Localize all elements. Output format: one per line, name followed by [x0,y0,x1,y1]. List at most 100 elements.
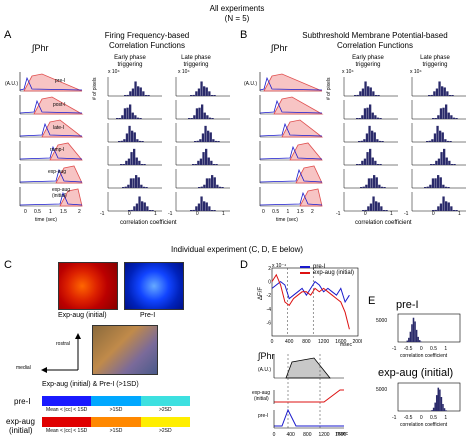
hist-bar [210,95,214,96]
hist-bar [370,178,373,188]
unit-trace [19,168,83,183]
hist-bar [118,141,121,142]
hist-bar [199,139,202,142]
hist-bar [210,210,214,211]
hist-bar [428,140,431,142]
legend-label: Mean < |cc| < 1SD [46,407,88,413]
hist-bar [376,117,380,119]
x-tick-label: 800 [302,339,311,344]
y-tick-label: 0 [268,280,271,286]
plot-frame [397,382,461,412]
hist-bar [213,95,216,96]
panel-b-corr-ticks-early: -1 0 1 [336,212,393,217]
hist-bar [445,157,448,165]
hist-bar [383,187,386,188]
hist-bar [432,407,435,411]
hist-bar [212,164,216,165]
panel-e-xticks-1: -1 -0.5 0 0.5 1 [392,347,447,352]
legend-label: >1SD [109,428,123,434]
hist-bar [379,118,382,119]
hist-bar [131,130,134,142]
hist-bar [205,87,208,96]
hist-bar [214,140,218,142]
hist-bar [450,164,454,165]
hist-bar [365,184,368,188]
hist-bar [438,81,441,96]
hist-bar [435,160,438,165]
panel-a-early-histograms [107,77,162,212]
hist-bar [369,203,373,211]
hist-bar [374,115,377,119]
hist-bar [205,178,209,188]
panel-a-corr-ticks-late: -1 0 1 [168,212,238,217]
hist-bar [198,107,201,119]
hist-bar [130,152,133,165]
legend-cell-exp-aug-3 [140,417,190,427]
tick: -1 [100,211,105,217]
hist-bar [133,206,136,211]
phr-trace [285,357,331,379]
hist-bar [208,206,211,211]
hist-bar [441,86,444,96]
panel-a-late-title-1: Late phase [181,55,211,61]
hist-bar [205,202,208,211]
hist-bar [120,140,123,142]
tick: 1 [390,211,393,217]
panel-a-late-title-2: triggering [183,62,209,68]
hist-bar [188,118,191,119]
hist-bar [218,186,222,188]
panel-a-time-tick-0: 0 [24,209,27,215]
tick: 0 [195,211,199,217]
hist-bar [356,164,359,165]
hist-bar [129,178,133,188]
tick: -1 [336,211,341,217]
legend-cell-pre-i-3 [140,396,190,406]
phr-envelope [263,73,323,92]
hist-bar [221,187,224,188]
hist-bar [439,177,442,188]
hist-bar [372,91,375,96]
hist-bar [380,206,383,211]
hist-bar [442,184,445,188]
hist-bar [193,115,196,119]
hist-bar [141,201,144,211]
exp-aug-initial-map-image [58,262,118,310]
hist-bar [434,402,436,411]
hist-bar [139,118,142,119]
hist-bar [133,148,136,165]
hist-bar [448,95,452,96]
hist-bar [207,130,210,142]
hist-bar [418,340,421,342]
hist-bar [200,186,203,188]
legend-name-exp-aug-initial: (initial) [9,426,33,435]
tick: 1 [286,209,290,215]
panel-b-title-line1: Subthreshold Membrane Potential-based [302,31,448,40]
hist-bar [201,104,204,119]
hist-bar [445,201,448,211]
rostral-label: rostral [56,341,70,347]
legend-labels-pre-i: Mean < |cc| < 1SD >1SD >2SD [42,407,190,413]
hist-bar [446,140,450,142]
hist-bar [450,115,453,119]
panel-a-au-label: (A.U.) [5,81,19,87]
hist-bar [447,187,450,188]
hist-bar [444,139,447,142]
hist-bar [364,81,367,96]
hist-bar [211,175,214,188]
hist-bar [429,184,432,188]
x-tick-label: 400 [286,432,295,438]
hist-bar [363,108,367,119]
hist-bar [213,210,216,211]
panel-e-hist-1 [397,313,461,343]
legend-label: >2SD [158,407,172,413]
hist-bar [435,88,439,96]
hist-bar [368,125,371,142]
hist-bar [138,140,142,142]
hist-bar [360,140,363,142]
panel-a-row-label-pre-i: pre-I [55,78,66,84]
hist-bar [192,94,195,96]
hist-bar [446,91,449,96]
hist-bar [445,410,447,411]
hist-bar [437,115,440,119]
